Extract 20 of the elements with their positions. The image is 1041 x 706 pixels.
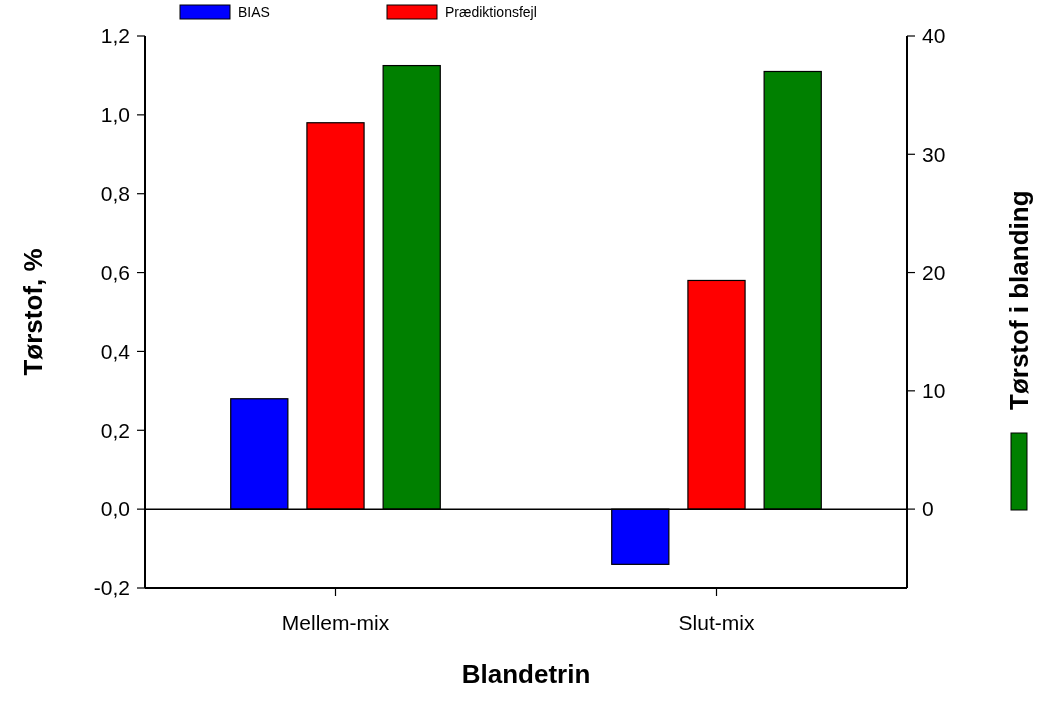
y-tick-label: 0,6 [100, 260, 130, 284]
y2-tick-label: 20 [922, 260, 946, 284]
y2-tick-label: 0 [922, 497, 934, 521]
y2-tick-label: 10 [922, 379, 946, 403]
legend-label: BIAS [238, 3, 270, 20]
y-tick-label: 1,0 [100, 103, 130, 127]
y-axis-title: Tørstof, % [18, 248, 48, 376]
y-tick-label: 1,2 [100, 24, 130, 48]
legend-label: Prædiktionsfejl [445, 3, 537, 20]
y-tick-label: 0,0 [100, 497, 130, 521]
y2-tick-label: 30 [922, 142, 946, 166]
x-tick-label: Mellem-mix [281, 611, 390, 634]
x-axis-title: Blandetrin [461, 659, 591, 689]
y-tick-label: 0,2 [100, 418, 130, 442]
y2-axis-title: Tørstof i blanding [1004, 190, 1034, 410]
y2-tick-label: 40 [922, 24, 946, 48]
y-tick-label: 0,8 [100, 182, 130, 206]
x-tick-label: Slut-mix [678, 611, 755, 634]
y-tick-label: -0,2 [93, 576, 130, 600]
y-tick-label: 0,4 [100, 339, 131, 363]
